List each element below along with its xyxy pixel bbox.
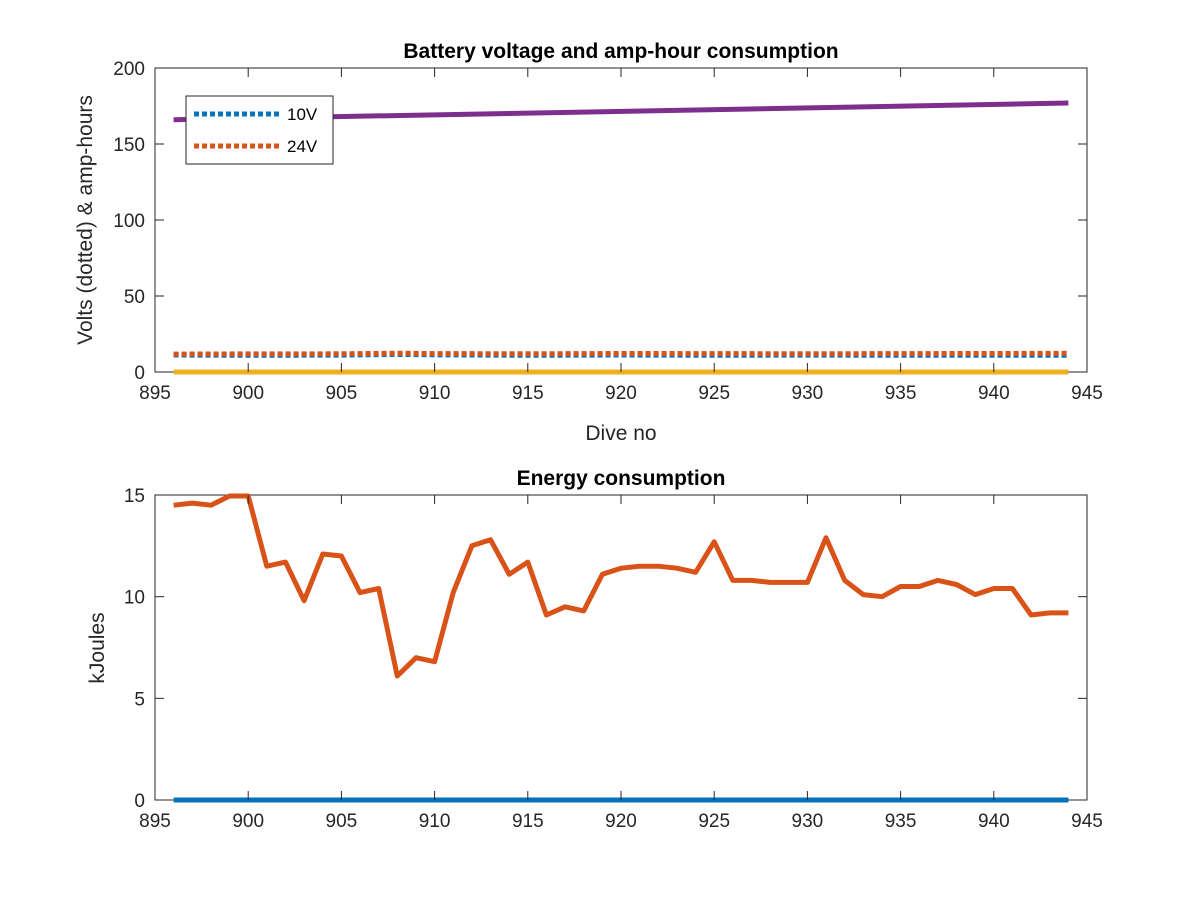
y-axis-label: kJoules (86, 612, 109, 683)
y-tick-label: 15 (124, 486, 145, 507)
x-tick-label: 935 (885, 811, 917, 832)
y-tick-label: 100 (113, 211, 145, 232)
legend-label-10v: 10V (287, 105, 318, 124)
x-tick-label: 900 (232, 811, 264, 832)
x-axis-label: Dive no (585, 422, 656, 445)
x-tick-label: 935 (885, 383, 917, 404)
x-tick-label: 895 (139, 811, 171, 832)
y-tick-label: 200 (113, 59, 145, 80)
axes-box (154, 494, 1088, 801)
y-tick-label: 0 (134, 363, 145, 384)
x-tick-label: 905 (326, 811, 358, 832)
x-tick-label: 925 (698, 811, 730, 832)
series-line-0 (173, 493, 1069, 679)
y-tick-label: 150 (113, 135, 145, 156)
axis-ticks: 895 900 905 910 915 920 925 930 935 940 945 0 5 10 15 (124, 486, 1103, 832)
x-tick-label: 945 (1071, 383, 1103, 404)
x-tick-label: 925 (698, 383, 730, 404)
x-tick-label: 915 (512, 383, 544, 404)
chart-title: Energy consumption (517, 467, 726, 490)
x-tick-label: 915 (512, 811, 544, 832)
y-tick-label: 5 (134, 689, 145, 710)
series-line-24v (173, 350, 1069, 357)
x-tick-label: 930 (792, 811, 824, 832)
y-tick-label: 50 (124, 287, 145, 308)
x-tick-label: 905 (326, 383, 358, 404)
x-tick-label: 930 (792, 383, 824, 404)
y-tick-label: 10 (124, 588, 145, 609)
x-tick-label: 900 (232, 383, 264, 404)
x-tick-label: 945 (1071, 811, 1103, 832)
legend-box (185, 95, 334, 165)
x-tick-label: 895 (139, 383, 171, 404)
y-tick-label: 0 (134, 791, 145, 812)
axes-energy-consumption: 895 900 905 910 915 920 925 930 935 940 945051015 … (86, 467, 1103, 832)
legend: 10V 24V (185, 95, 334, 165)
x-tick-label: 910 (419, 383, 451, 404)
x-tick-label: 940 (978, 383, 1010, 404)
axis-ticks: 895 900 905 910 915 920 925 930 935 940 945 0 50 100 1… (113, 59, 1103, 404)
chart-title: Battery voltage and amp-hour consumption (403, 40, 838, 63)
legend-label-24v: 24V (287, 137, 318, 156)
x-tick-label: 920 (605, 811, 637, 832)
axes-battery-voltage: 895 900 905 910 915 920 925 930 935 940 945 0 50 100 1… (74, 40, 1103, 445)
x-tick-label: 910 (419, 811, 451, 832)
x-tick-label: 920 (605, 383, 637, 404)
y-axis-label: Volts (dotted) & amp-hours (74, 95, 97, 345)
x-tick-label: 940 (978, 811, 1010, 832)
